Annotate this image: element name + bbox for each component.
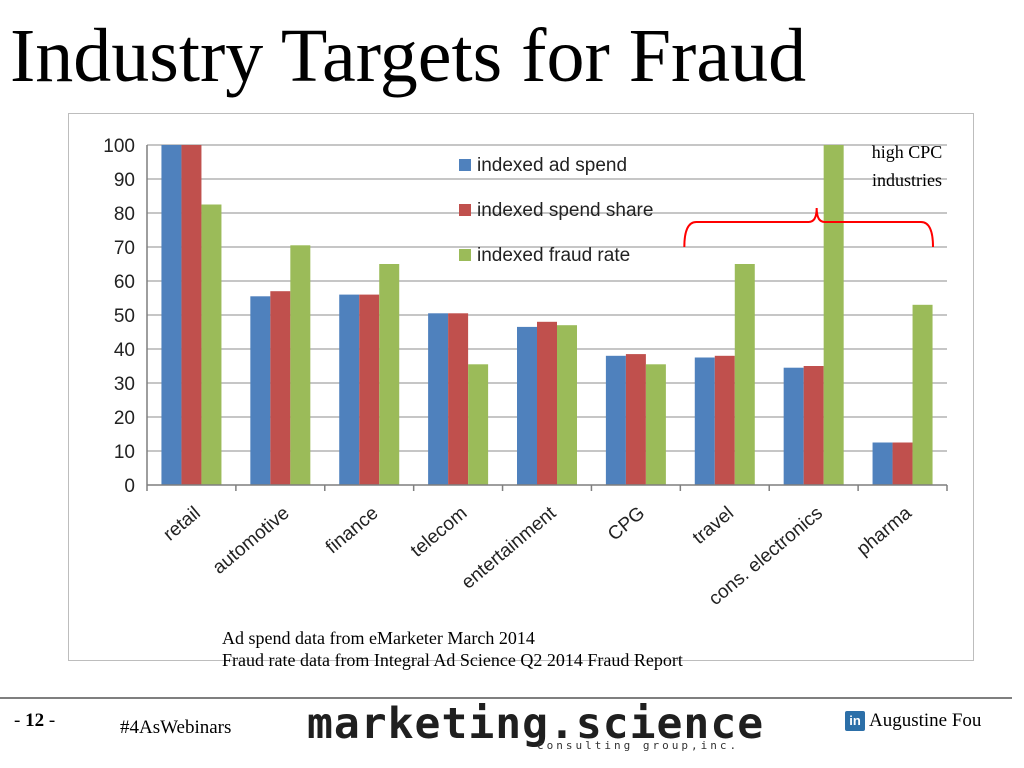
- annotation-label: industries: [872, 170, 942, 190]
- bar: [557, 325, 577, 485]
- source-note-fraud-rate: Fraud rate data from Integral Ad Science…: [222, 650, 683, 670]
- x-tick-label: finance: [322, 503, 382, 558]
- y-tick-label: 40: [114, 340, 135, 361]
- bar: [468, 364, 489, 485]
- brand-logo-sub: consulting group,inc.: [537, 739, 740, 752]
- brand-logo: marketing.science consulting group,inc.: [307, 699, 763, 761]
- y-tick-label: 0: [124, 476, 135, 497]
- bar-chart: 0 10 20 30 40 50 60 70 80 90 100 retail automotive fi…: [103, 136, 948, 610]
- bar: [270, 291, 291, 485]
- y-tick-label: 90: [114, 170, 135, 191]
- legend-label: indexed spend share: [477, 200, 653, 221]
- bar: [181, 145, 202, 485]
- bar: [823, 145, 844, 485]
- bar: [359, 294, 380, 485]
- bar: [714, 355, 735, 485]
- x-tick-label: automotive: [209, 503, 294, 579]
- legend-label: indexed ad spend: [477, 155, 627, 176]
- page-number: - 12 -: [14, 710, 55, 732]
- y-tick-label: 10: [114, 442, 135, 463]
- bar: [161, 145, 182, 485]
- y-tick-label: 50: [114, 306, 135, 327]
- y-tick-label: 20: [114, 408, 135, 429]
- legend-swatch: [459, 249, 471, 261]
- hashtag: #4AsWebinars: [120, 717, 232, 738]
- bar: [694, 357, 715, 485]
- page-number-prefix: -: [14, 710, 26, 731]
- slide-title: Industry Targets for Fraud: [10, 14, 807, 98]
- bar: [428, 313, 449, 485]
- bar: [625, 354, 646, 485]
- bar: [379, 264, 400, 485]
- author-name: Augustine Fou: [869, 710, 982, 731]
- brand-logo-main: marketing.science: [307, 699, 765, 749]
- y-tick-label: 70: [114, 238, 135, 259]
- bar: [201, 204, 222, 485]
- legend-swatch: [459, 204, 471, 216]
- bar: [645, 364, 666, 485]
- x-tick-label: CPG: [604, 503, 649, 546]
- bar: [803, 366, 824, 485]
- x-tick-label: retail: [160, 503, 205, 546]
- page-number-value: 12: [25, 710, 45, 731]
- legend-label: indexed fraud rate: [477, 245, 630, 266]
- y-tick-label: 60: [114, 272, 135, 293]
- bar: [290, 245, 311, 485]
- x-tick-label: entertainment: [458, 502, 561, 593]
- bar: [872, 442, 893, 485]
- annotation-bracket: [683, 207, 934, 248]
- bar: [537, 321, 557, 485]
- y-tick-label: 30: [114, 374, 135, 395]
- bar: [912, 304, 933, 485]
- x-tick-label: travel: [689, 503, 738, 549]
- bar: [339, 294, 360, 485]
- bar: [734, 264, 755, 485]
- bar: [892, 442, 913, 485]
- source-note-ad-spend: Ad spend data from eMarketer March 2014: [222, 628, 535, 648]
- bar: [250, 296, 271, 485]
- bar: [605, 355, 626, 485]
- y-tick-label: 100: [103, 136, 135, 157]
- bar: [448, 313, 469, 485]
- annotation-label: high CPC: [872, 142, 943, 162]
- y-tick-label: 80: [114, 204, 135, 225]
- linkedin-icon: in: [845, 711, 865, 731]
- author-credit: in Augustine Fou: [845, 710, 982, 731]
- bar: [517, 326, 537, 485]
- bar: [783, 367, 804, 485]
- page-number-suffix: -: [44, 710, 56, 731]
- x-tick-label: telecom: [407, 503, 471, 562]
- x-tick-label: pharma: [853, 502, 916, 560]
- footer-divider: [0, 697, 1012, 699]
- legend-swatch: [459, 159, 471, 171]
- chart-frame: 0 10 20 30 40 50 60 70 80 90 100 retail automotive fi…: [68, 113, 974, 661]
